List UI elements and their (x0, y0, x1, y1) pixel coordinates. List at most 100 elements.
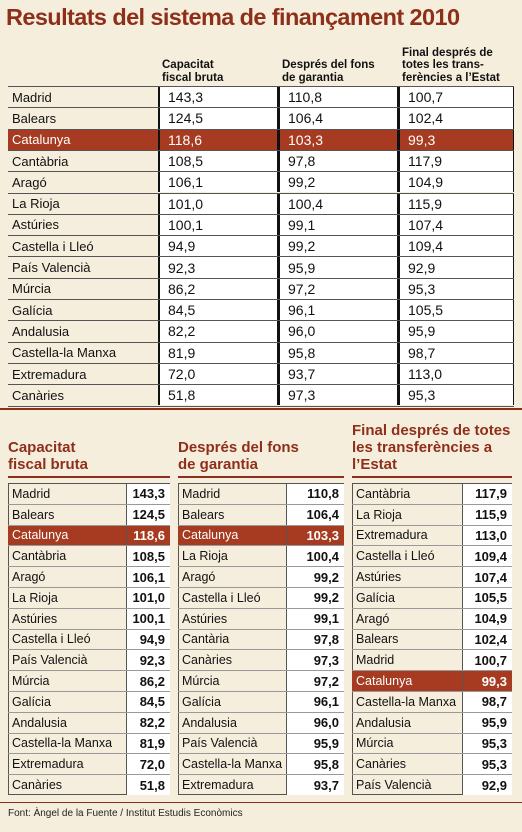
value-cell: 110,8 (278, 87, 398, 108)
value-cell: 143,3 (158, 87, 278, 108)
row-line (8, 670, 170, 672)
value-cell: 124,5 (126, 504, 170, 525)
value-cell: 106,4 (286, 504, 344, 525)
row-line (8, 691, 170, 692)
region-cell: Castella-la Manxa (12, 736, 113, 751)
row-line (8, 213, 514, 215)
region-cell: Andalusia (12, 715, 67, 730)
row-line (352, 503, 512, 505)
value-cell: 99,2 (286, 588, 344, 608)
row-line (8, 545, 170, 547)
value-cell: 94,9 (126, 629, 170, 650)
value-cell: 104,9 (462, 608, 512, 629)
region-cell: Aragó (182, 570, 216, 585)
region-cell: Canàries (356, 757, 407, 772)
row-line (8, 711, 170, 713)
row-line (352, 545, 512, 547)
row-line (178, 545, 344, 547)
value-cell: 98,7 (398, 342, 514, 363)
row-line (8, 320, 514, 322)
value-cell: 99,2 (278, 236, 398, 257)
value-cell: 115,9 (462, 504, 512, 525)
row-line (8, 341, 514, 343)
row-line (352, 753, 512, 755)
row-line (8, 256, 514, 258)
row-line (352, 587, 512, 588)
region-cell: País Valencià (12, 260, 91, 276)
value-cell: 109,4 (398, 236, 514, 257)
region-cell: Madrid (182, 486, 221, 501)
value-cell: 95,9 (462, 712, 512, 733)
region-cell: Catalunya (8, 525, 126, 546)
region-cell: Extremadura (12, 757, 84, 772)
row-line (8, 277, 514, 279)
row-line (8, 192, 514, 194)
row-line (352, 670, 512, 672)
value-cell: 105,5 (462, 588, 512, 608)
region-cell: Balears (12, 507, 55, 522)
region-cell: Aragó (12, 570, 46, 585)
value-cell: 93,7 (286, 775, 344, 795)
title-rule (178, 476, 344, 478)
value-cell: 96,1 (286, 692, 344, 712)
row-line (352, 628, 512, 630)
value-cell: 143,3 (126, 484, 170, 504)
region-cell: Canàries (12, 387, 65, 403)
region-cell: Castella i Lleó (182, 590, 261, 605)
row-line (8, 149, 514, 151)
value-cell: 100,1 (158, 214, 278, 236)
value-cell: 95,9 (286, 733, 344, 754)
region-cell: Canàries (12, 778, 63, 793)
region-cell: Astúries (12, 611, 58, 626)
value-cell: 72,0 (158, 363, 278, 385)
region-cell: Madrid (12, 486, 51, 501)
region-cell: Múrcia (182, 674, 220, 689)
region-cell: Catalunya (8, 129, 160, 150)
row-line (352, 711, 512, 713)
title-rule (8, 476, 170, 478)
value-cell: 84,5 (158, 300, 278, 321)
value-cell: 95,8 (286, 754, 344, 775)
value-cell: 86,2 (126, 671, 170, 691)
row-line (8, 86, 514, 87)
value-cell: 100,7 (462, 650, 512, 671)
value-cell: 109,4 (462, 546, 512, 567)
value-cell: 100,7 (398, 87, 514, 108)
value-cell: 95,9 (278, 257, 398, 278)
row-line (352, 732, 512, 734)
region-cell: Balears (182, 507, 225, 522)
region-cell: Balears (356, 632, 399, 647)
region-cell: Canàries (182, 653, 233, 668)
region-cell: Aragó (12, 174, 47, 190)
region-cell: Madrid (356, 653, 395, 668)
row-line (8, 503, 170, 505)
separator (0, 802, 522, 803)
value-cell: 94,9 (158, 236, 278, 257)
ranking-title: Final després de totes les transferèncie… (352, 422, 511, 473)
value-cell: 97,3 (286, 650, 344, 671)
row-line (8, 732, 170, 734)
value-cell: 117,9 (462, 484, 512, 504)
region-cell: Balears (12, 110, 57, 126)
value-cell: 86,2 (158, 278, 278, 299)
row-line (8, 753, 170, 755)
value-cell: 93,7 (278, 363, 398, 385)
value-cell: 82,2 (158, 321, 278, 342)
row-line (352, 691, 512, 692)
region-cell: La Rioja (12, 196, 60, 212)
row-line (178, 587, 344, 588)
value-cell: 106,1 (158, 172, 278, 193)
value-cell: 103,3 (286, 525, 344, 546)
value-cell: 107,4 (462, 567, 512, 587)
title: Resultats del sistema de finançament 201… (6, 4, 460, 30)
region-cell: La Rioja (12, 590, 58, 605)
region-cell: Cantària (182, 632, 230, 647)
value-cell: 100,1 (126, 608, 170, 629)
value-cell: 118,6 (126, 525, 170, 546)
region-cell: Madrid (12, 89, 52, 105)
column-header: Final després de totes les trans- ferènc… (402, 46, 500, 84)
region-cell: Aragó (356, 611, 390, 626)
value-cell: 108,5 (158, 150, 278, 172)
column-header: Capacitat fiscal bruta (162, 59, 224, 84)
value-cell: 92,3 (158, 257, 278, 278)
